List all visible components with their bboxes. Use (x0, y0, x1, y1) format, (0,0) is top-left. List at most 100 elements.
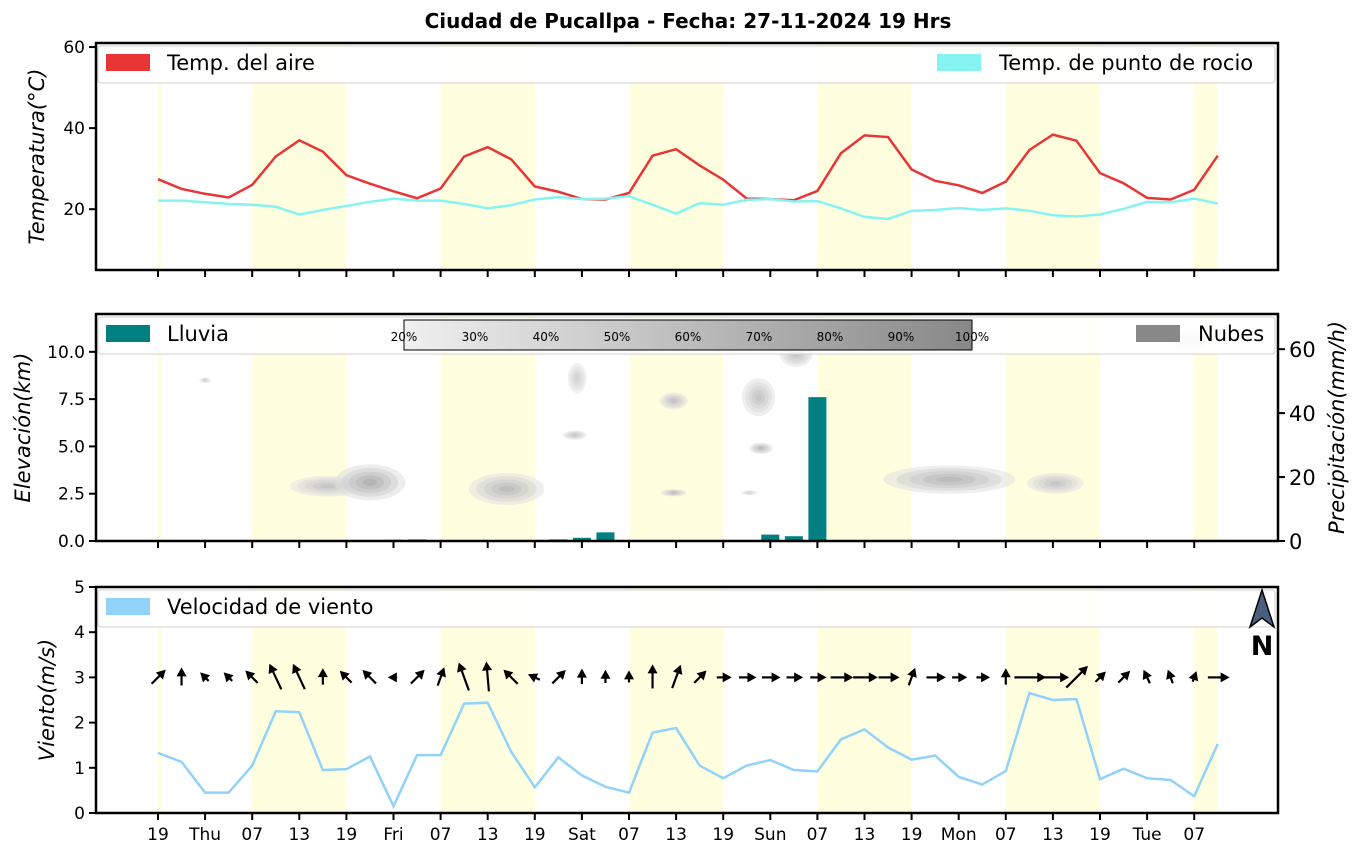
wind-arrow-head (503, 669, 514, 680)
plot-frame (94, 312, 1280, 543)
x-tick-label: 13 (288, 825, 310, 845)
wind-arrow-shaft (410, 673, 421, 685)
north-arrow-icon: N (1248, 587, 1276, 662)
wind-arrow (1166, 669, 1176, 684)
cloud-layer (758, 446, 764, 451)
wind-arrow-head (200, 672, 211, 683)
wind-arrow-head (844, 672, 854, 683)
wind-arrow (853, 672, 878, 683)
wind-arrow-head (981, 672, 991, 683)
x-tick-label: 19 (524, 825, 546, 845)
cloud-blob-12 (883, 465, 1016, 494)
wind-arrow (1094, 671, 1106, 683)
y-tick-label: 40 (63, 119, 85, 139)
x-tick-label: 13 (1042, 825, 1064, 845)
cloud-layer (499, 485, 515, 493)
wind-arrow (339, 670, 353, 684)
x-tick-label: 07 (618, 825, 640, 845)
y2-tick-label: 40 (1289, 402, 1316, 426)
wind-arrow (624, 670, 634, 683)
x-tick-label: Mon (941, 825, 977, 845)
wind-arrow-head (817, 672, 827, 683)
wind-arrow-head (527, 673, 539, 683)
x-tick-label: 13 (665, 825, 687, 845)
rain-bar (572, 537, 591, 541)
cloud-layer (203, 378, 208, 383)
daylight-band (158, 43, 162, 270)
wind-arrow (926, 672, 946, 683)
x-tick-label: 07 (995, 825, 1017, 845)
wind-arrow (1065, 665, 1089, 689)
x-tick-label: 07 (1183, 825, 1205, 845)
x-tick-label: Sun (754, 825, 786, 845)
y-tick-label: 20 (63, 200, 85, 220)
y-axis-label: Temperatura(°C) (25, 69, 49, 245)
y2-tick-label: 0 (1289, 530, 1302, 554)
wind-arrow-head (362, 669, 373, 680)
wind-arrow-head (647, 664, 658, 674)
wind-arrow (317, 668, 328, 685)
wind-arrow-head (457, 662, 467, 673)
legend-label-cloud: Nubes (1198, 322, 1264, 346)
y-tick-label: 0.0 (58, 532, 85, 552)
wind-arrow-head (223, 672, 234, 683)
wind-arrow-head (1000, 668, 1011, 678)
wind-arrow (576, 668, 587, 685)
wind-arrow (716, 672, 732, 683)
wind-arrow-head (436, 667, 446, 678)
wind-arrow-head (317, 668, 328, 678)
wind-arrow-head (245, 670, 256, 681)
plot-frame (94, 585, 1280, 815)
cloud-layer (671, 490, 677, 495)
y-tick-label: 2.5 (58, 485, 85, 505)
cloud-scale-bar (403, 319, 973, 351)
wind-arrow-head (176, 667, 187, 677)
cloud-scale-label: 70% (746, 330, 773, 344)
wind-arrow (1207, 672, 1230, 683)
wind-arrow-head (794, 672, 804, 683)
cloud-blob-10 (749, 442, 773, 454)
wind-arrow-shaft (366, 674, 377, 685)
wind-arrow-head (1220, 672, 1230, 683)
wind-arrow-head (907, 667, 917, 678)
wind-arrow (176, 667, 187, 686)
cloud-layer (362, 478, 378, 486)
wind-arrow-shaft (485, 668, 491, 692)
x-tick-label: 19 (336, 825, 358, 845)
wind-arrow-head (600, 669, 611, 679)
wind-arrow-head (292, 663, 302, 675)
wind-arrow-head (1120, 670, 1131, 681)
legend-swatch-air (106, 54, 150, 71)
y2-axis-label: Precipitación(mm/h) (1325, 321, 1349, 534)
legend-swatch-cloud (1136, 325, 1180, 342)
y-tick-label: 0 (74, 804, 85, 824)
cloud-blob-6 (659, 392, 688, 410)
wind-arrow (457, 662, 470, 691)
cloud-scale-label: 30% (462, 330, 489, 344)
y-tick-label: 3 (74, 668, 85, 688)
temperature-panel: 20 40 60 Temperatura(°C) Temp. del aire Temp.… (25, 38, 1280, 277)
wind-arrow-shaft (436, 673, 443, 687)
cloud-layer (572, 433, 578, 438)
cloud-scale-label: 60% (675, 330, 702, 344)
wind-arrow (786, 672, 804, 683)
wind-arrow-shaft (671, 670, 680, 689)
legend-swatch-wind (106, 598, 150, 615)
cloud-scale-label: 90% (888, 330, 915, 344)
rain-bar (784, 536, 803, 541)
wind-arrow (762, 672, 781, 683)
x-tick-label: 19 (712, 825, 734, 845)
wind-arrow-head (1060, 672, 1070, 683)
wind-arrow (223, 672, 234, 683)
cloud-blob-3 (468, 472, 545, 506)
chart-title: Ciudad de Pucallpa - Fecha: 27-11-2024 1… (425, 9, 952, 33)
cloud-scale-label: 80% (817, 330, 844, 344)
wind-arrow (200, 672, 211, 683)
wind-arrow (739, 672, 757, 683)
y-axis-label: Elevación(km) (11, 353, 35, 503)
cloud-blob-5 (563, 430, 587, 440)
legend-label-dew: Temp. de punto de rocio (998, 51, 1253, 75)
wind-arrow (245, 670, 259, 684)
wind-arrow (292, 663, 306, 690)
rain-bar (808, 397, 827, 541)
